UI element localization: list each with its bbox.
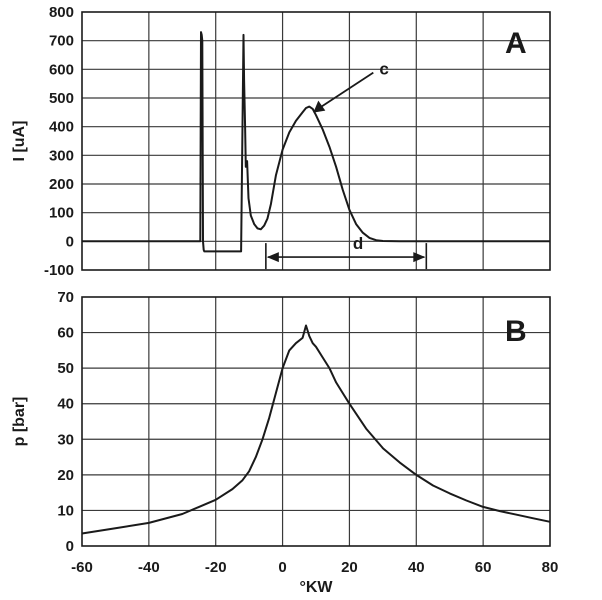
y-tick-label-a: 600 bbox=[49, 61, 74, 78]
y-tick-label-a: 800 bbox=[49, 4, 74, 21]
current-curve bbox=[82, 31, 550, 253]
panel-letter-b: B bbox=[505, 315, 527, 348]
x-tick-label: -60 bbox=[71, 559, 93, 576]
y-tick-label-b: 70 bbox=[57, 289, 74, 306]
annotation-c-label: c bbox=[379, 60, 388, 79]
annotation-d-arrow-right bbox=[413, 252, 426, 263]
y-tick-label-b: 30 bbox=[57, 431, 74, 448]
y-tick-label-a: -100 bbox=[44, 262, 74, 279]
y-tick-label-b: 0 bbox=[66, 538, 74, 555]
plot-frame bbox=[81, 296, 551, 547]
y-tick-label-a: 300 bbox=[49, 147, 74, 164]
y-tick-label-a: 100 bbox=[49, 205, 74, 222]
y-tick-label-b: 50 bbox=[57, 360, 74, 377]
y-tick-label-a: 200 bbox=[49, 176, 74, 193]
x-axis-title: °KW bbox=[299, 579, 333, 596]
y-tick-label-a: 400 bbox=[49, 119, 74, 136]
x-tick-label: 40 bbox=[408, 559, 425, 576]
annotation-c-arrowhead bbox=[313, 100, 326, 113]
y-tick-label-a: 500 bbox=[49, 90, 74, 107]
panel-a: -100 0 100 200 300 400 500 600 700 800 I [uA] Ac d bbox=[11, 4, 551, 279]
annotation-d-arrow-left bbox=[266, 252, 279, 263]
x-tick-label: 20 bbox=[341, 559, 358, 576]
x-tick-label: 0 bbox=[278, 559, 286, 576]
pressure-curve bbox=[81, 324, 551, 535]
x-tick-label: -40 bbox=[138, 559, 160, 576]
annotation-d-label: d bbox=[353, 234, 363, 253]
y-tick-label-b: 60 bbox=[57, 325, 74, 342]
x-tick-label: 60 bbox=[475, 559, 492, 576]
y-tick-label-a: 0 bbox=[66, 233, 74, 250]
x-tick-label: 80 bbox=[542, 559, 559, 576]
panel-letter-a: A bbox=[505, 27, 527, 60]
y-tick-label-b: 20 bbox=[57, 467, 74, 484]
y-axis-title-b: p [bar] bbox=[11, 397, 28, 447]
y-axis-title-a: I [uA] bbox=[11, 121, 28, 162]
annotation-c-arrow bbox=[314, 71, 374, 112]
panel-b: 0 10 20 30 40 50 60 70 -60 -40 -20 0 20 40 60 80 p [bar]… bbox=[11, 289, 558, 576]
plot-frame bbox=[81, 11, 551, 271]
y-tick-label-a: 700 bbox=[49, 33, 74, 50]
y-tick-label-b: 10 bbox=[57, 502, 74, 519]
x-tick-label: -20 bbox=[205, 559, 227, 576]
y-tick-label-b: 40 bbox=[57, 396, 74, 413]
